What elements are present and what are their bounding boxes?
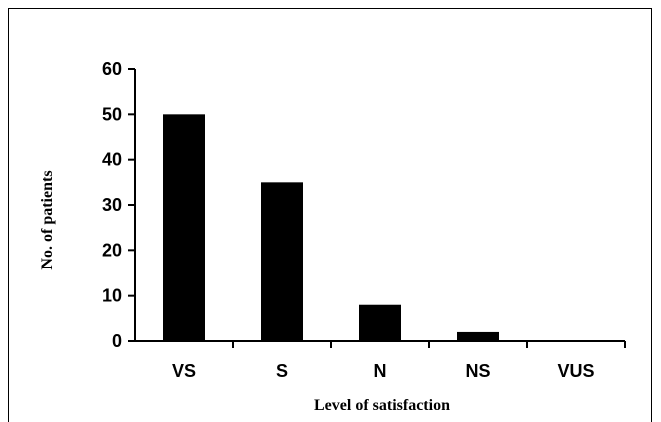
- bar-ns: [457, 331, 499, 341]
- bar-vs: [163, 114, 205, 341]
- y-tick-label-2: 20: [102, 240, 122, 260]
- x-axis-title: Level of satisfaction: [314, 397, 450, 414]
- x-tick-label-s: S: [276, 361, 288, 381]
- x-tick-label-ns: NS: [465, 361, 490, 381]
- chart-frame: [8, 8, 652, 422]
- y-axis-ticks: 0 10 20 30 40 50 60: [102, 59, 135, 351]
- bars: [163, 114, 499, 341]
- y-tick-label-4: 40: [102, 150, 122, 170]
- y-tick-label-1: 10: [102, 286, 122, 306]
- y-tick-label-5: 50: [102, 104, 122, 124]
- bar-s: [261, 182, 303, 341]
- y-tick-label-0: 0: [112, 331, 122, 351]
- y-axis-title: No. of patients: [39, 170, 56, 269]
- bar-n: [359, 304, 401, 341]
- x-tick-label-vs: VS: [172, 361, 196, 381]
- y-tick-label-6: 60: [102, 59, 122, 79]
- y-tick-label-3: 30: [102, 195, 122, 215]
- x-tick-label-vus: VUS: [557, 361, 594, 381]
- x-tick-label-n: N: [374, 361, 387, 381]
- x-axis-ticks: VS S N NS VUS: [172, 341, 626, 381]
